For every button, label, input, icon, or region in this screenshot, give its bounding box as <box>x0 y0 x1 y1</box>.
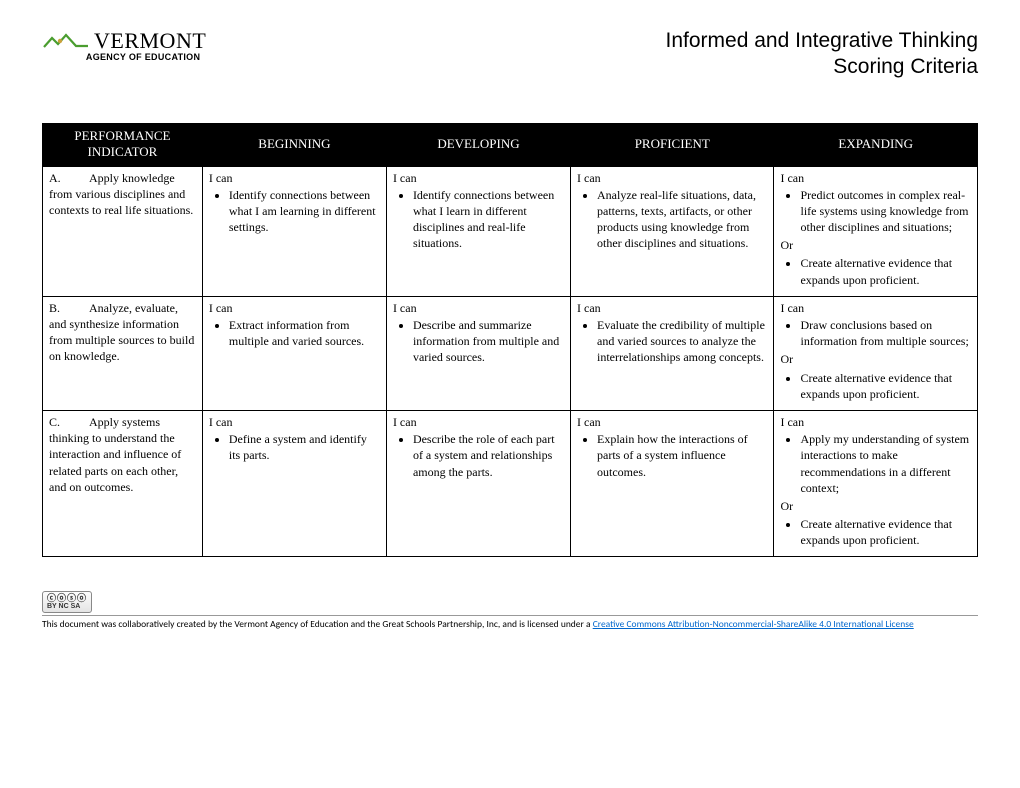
table-header: PERFORMANCEINDICATORBEGINNINGDEVELOPINGP… <box>43 123 978 166</box>
bullet-item: Identify connections between what I am l… <box>229 187 380 236</box>
scoring-rubric-table: PERFORMANCEINDICATORBEGINNINGDEVELOPINGP… <box>42 123 978 558</box>
expanding-cell: I canApply my understanding of system in… <box>774 410 978 557</box>
table-row: B.Analyze, evaluate, and synthesize info… <box>43 296 978 410</box>
column-header: EXPANDING <box>774 123 978 166</box>
title-line-1: Informed and Integrative Thinking <box>666 28 978 54</box>
bullet-item: Draw conclusions based on information fr… <box>800 317 971 349</box>
bullet-item: Apply my understanding of system interac… <box>800 431 971 496</box>
bullet-item: Create alternative evidence that expands… <box>800 255 971 287</box>
column-header: PERFORMANCEINDICATOR <box>43 123 203 166</box>
table-row: A.Apply knowledge from various disciplin… <box>43 166 978 296</box>
i-can-label: I can <box>393 300 564 316</box>
or-label: Or <box>780 351 971 367</box>
indicator-cell: C.Apply systems thinking to understand t… <box>43 410 203 557</box>
column-header: PROFICIENT <box>571 123 774 166</box>
i-can-label: I can <box>780 300 971 316</box>
bullet-item: Describe the role of each part of a syst… <box>413 431 564 480</box>
bullet-item: Identify connections between what I lear… <box>413 187 564 252</box>
logo-subline: AGENCY OF EDUCATION <box>86 52 200 62</box>
expanding-cell: I canPredict outcomes in complex real-li… <box>774 166 978 296</box>
i-can-label: I can <box>780 414 971 430</box>
table-row: C.Apply systems thinking to understand t… <box>43 410 978 557</box>
column-header: BEGINNING <box>202 123 386 166</box>
level-cell: I canDescribe and summarize information … <box>386 296 570 410</box>
footer-attribution: This document was collaboratively create… <box>42 615 978 630</box>
cc-badge-text: BY NC SA <box>47 603 87 610</box>
indicator-label: A. <box>49 170 89 186</box>
bullet-item: Analyze real-life situations, data, patt… <box>597 187 767 252</box>
level-cell: I canAnalyze real-life situations, data,… <box>571 166 774 296</box>
i-can-label: I can <box>393 170 564 186</box>
bullet-item: Describe and summarize information from … <box>413 317 564 366</box>
i-can-label: I can <box>209 170 380 186</box>
level-cell: I canEvaluate the credibility of multipl… <box>571 296 774 410</box>
bullet-item: Create alternative evidence that expands… <box>800 370 971 402</box>
vermont-logo: VERMONT AGENCY OF EDUCATION <box>42 28 206 62</box>
indicator-label: C. <box>49 414 89 430</box>
indicator-label: B. <box>49 300 89 316</box>
level-cell: I canDescribe the role of each part of a… <box>386 410 570 557</box>
level-cell: I canIdentify connections between what I… <box>202 166 386 296</box>
cc-badge-icons: ⓒⓞⓢⓞ <box>47 594 87 603</box>
page-footer: ⓒⓞⓢⓞ BY NC SA This document was collabor… <box>42 591 978 630</box>
i-can-label: I can <box>393 414 564 430</box>
i-can-label: I can <box>780 170 971 186</box>
level-cell: I canExtract information from multiple a… <box>202 296 386 410</box>
bullet-item: Extract information from multiple and va… <box>229 317 380 349</box>
indicator-cell: A.Apply knowledge from various disciplin… <box>43 166 203 296</box>
i-can-label: I can <box>209 300 380 316</box>
cc-license-link[interactable]: Creative Commons Attribution-Noncommerci… <box>593 618 914 630</box>
i-can-label: I can <box>209 414 380 430</box>
bullet-item: Define a system and identify its parts. <box>229 431 380 463</box>
mountain-icon <box>42 32 90 50</box>
page-header: VERMONT AGENCY OF EDUCATION Informed and… <box>42 28 978 81</box>
indicator-cell: B.Analyze, evaluate, and synthesize info… <box>43 296 203 410</box>
title-line-2: Scoring Criteria <box>666 54 978 80</box>
or-label: Or <box>780 498 971 514</box>
bullet-item: Predict outcomes in complex real-life sy… <box>800 187 971 236</box>
bullet-item: Create alternative evidence that expands… <box>800 516 971 548</box>
page-title: Informed and Integrative Thinking Scorin… <box>666 28 978 81</box>
i-can-label: I can <box>577 300 767 316</box>
column-header: DEVELOPING <box>386 123 570 166</box>
or-label: Or <box>780 237 971 253</box>
i-can-label: I can <box>577 170 767 186</box>
footer-text: This document was collaboratively create… <box>42 618 593 630</box>
bullet-item: Evaluate the credibility of multiple and… <box>597 317 767 366</box>
level-cell: I canIdentify connections between what I… <box>386 166 570 296</box>
cc-license-badge: ⓒⓞⓢⓞ BY NC SA <box>42 591 92 613</box>
i-can-label: I can <box>577 414 767 430</box>
level-cell: I canDefine a system and identify its pa… <box>202 410 386 557</box>
level-cell: I canExplain how the interactions of par… <box>571 410 774 557</box>
bullet-item: Explain how the interactions of parts of… <box>597 431 767 480</box>
logo-brand-text: VERMONT <box>94 28 206 54</box>
expanding-cell: I canDraw conclusions based on informati… <box>774 296 978 410</box>
